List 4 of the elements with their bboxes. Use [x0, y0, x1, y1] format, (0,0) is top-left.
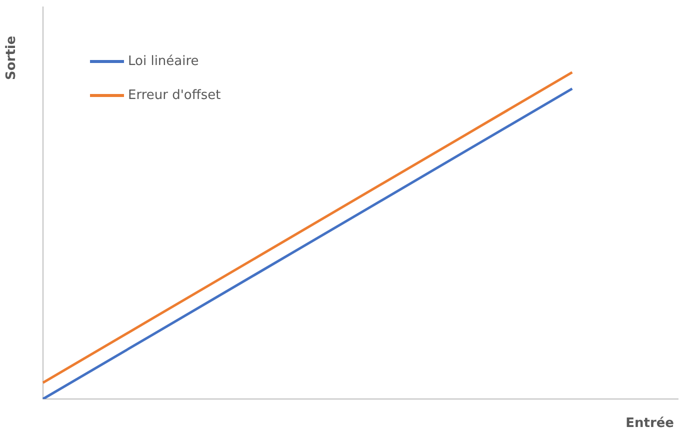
legend-label: Loi linéaire — [128, 54, 199, 69]
y-axis-title: Sortie — [4, 36, 19, 80]
legend-label: Erreur d'offset — [128, 88, 221, 103]
x-axis-title: Entrée — [626, 416, 674, 431]
